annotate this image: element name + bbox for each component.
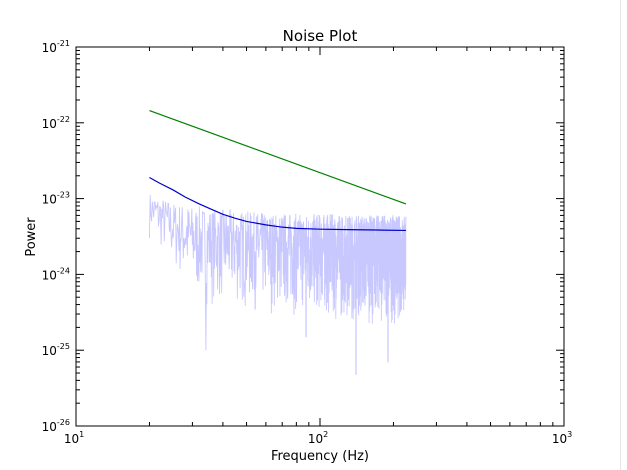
noise-spectrum-line: [149, 194, 407, 375]
y-tick-label: 10-26: [42, 418, 70, 434]
y-tick-label: 10-21: [42, 39, 70, 55]
y-tick-label: 10-23: [42, 191, 70, 207]
x-tick-label: 103: [552, 430, 572, 446]
y-tick-label: 10-24: [42, 266, 70, 282]
x-axis-label: Frequency (Hz): [271, 449, 369, 464]
plot-area: [149, 110, 407, 375]
fitted-noise-curve: [149, 176, 406, 232]
y-axis-label: Power: [24, 217, 39, 257]
x-tick-label: 101: [64, 430, 84, 446]
right-edge-divider: [620, 0, 621, 470]
chart-title: Noise Plot: [283, 27, 358, 45]
x-tick-label: 102: [308, 430, 328, 446]
reference-power-line: [149, 110, 407, 205]
y-tick-label: 10-22: [42, 115, 70, 131]
y-tick-label: 10-25: [42, 342, 70, 358]
plot-frame: [75, 46, 565, 427]
